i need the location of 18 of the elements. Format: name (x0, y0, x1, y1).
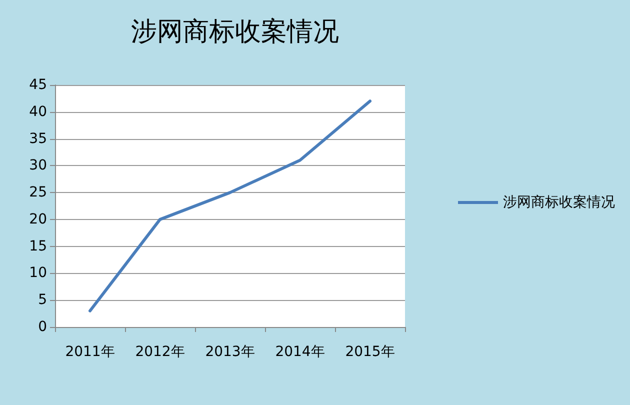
x-tick-label: 2011年 (65, 344, 115, 360)
chart-title: 涉网商标收案情况 (131, 17, 339, 47)
x-tick-label: 2015年 (345, 344, 395, 360)
y-tick-label: 30 (29, 158, 47, 174)
y-tick-label: 35 (29, 130, 47, 147)
x-tick-label: 2014年 (275, 344, 325, 360)
y-tick-label: 10 (29, 265, 47, 282)
x-tick-label: 2012年 (135, 344, 185, 360)
y-tick-label: 15 (29, 238, 47, 254)
line-series (88, 100, 372, 312)
y-tick-label: 20 (29, 211, 47, 228)
y-tick-label: 0 (38, 319, 47, 335)
y-tick-label: 5 (38, 292, 47, 308)
x-tick-label: 2013年 (205, 344, 255, 360)
y-tick-label: 25 (29, 184, 47, 201)
legend-label: 涉网商标收案情况 (503, 194, 615, 210)
y-tick-label: 45 (29, 77, 47, 93)
y-tick-label: 40 (29, 104, 47, 120)
